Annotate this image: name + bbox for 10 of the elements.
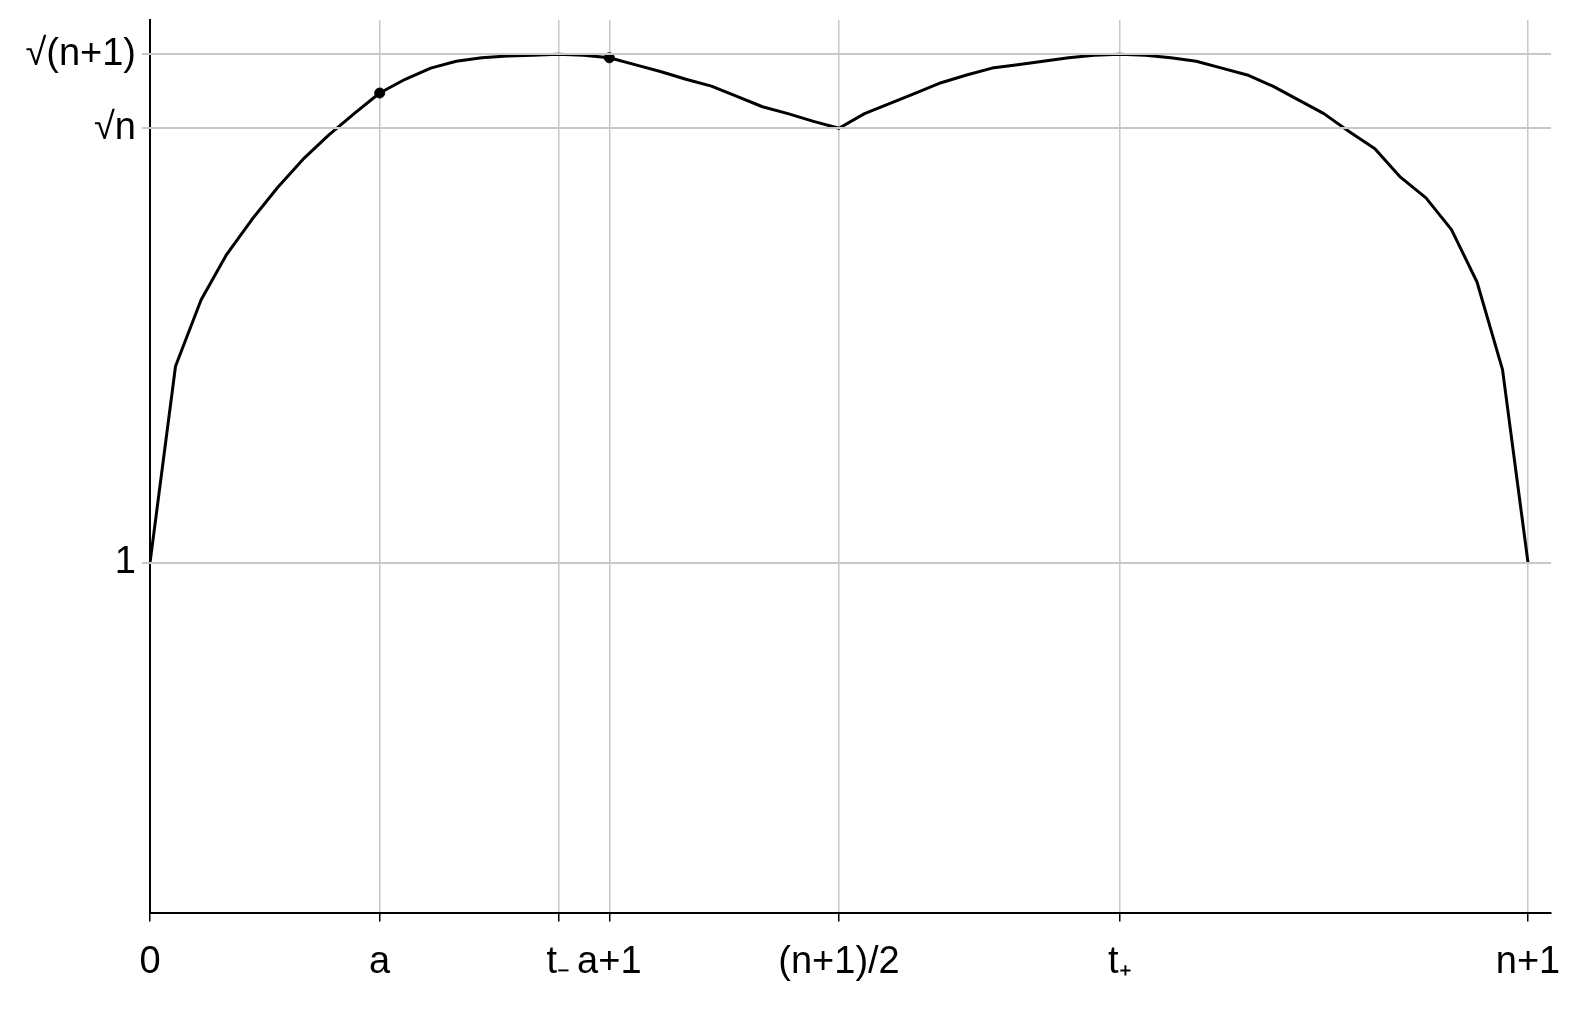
x-tick-label: n+1 [1495, 938, 1561, 981]
x-tick-label: (n+1)/2 [778, 938, 900, 981]
x-tick-label: t₊ [1107, 938, 1132, 981]
x-tick-label: t₋ [546, 938, 571, 981]
text: √(n+1) [25, 30, 136, 73]
text: √n [94, 104, 136, 147]
x-tick-label: a+1 [577, 938, 642, 981]
x-tick-label: a [369, 938, 392, 981]
x-tick-label: 0 [139, 938, 161, 981]
text: 1 [114, 539, 136, 582]
